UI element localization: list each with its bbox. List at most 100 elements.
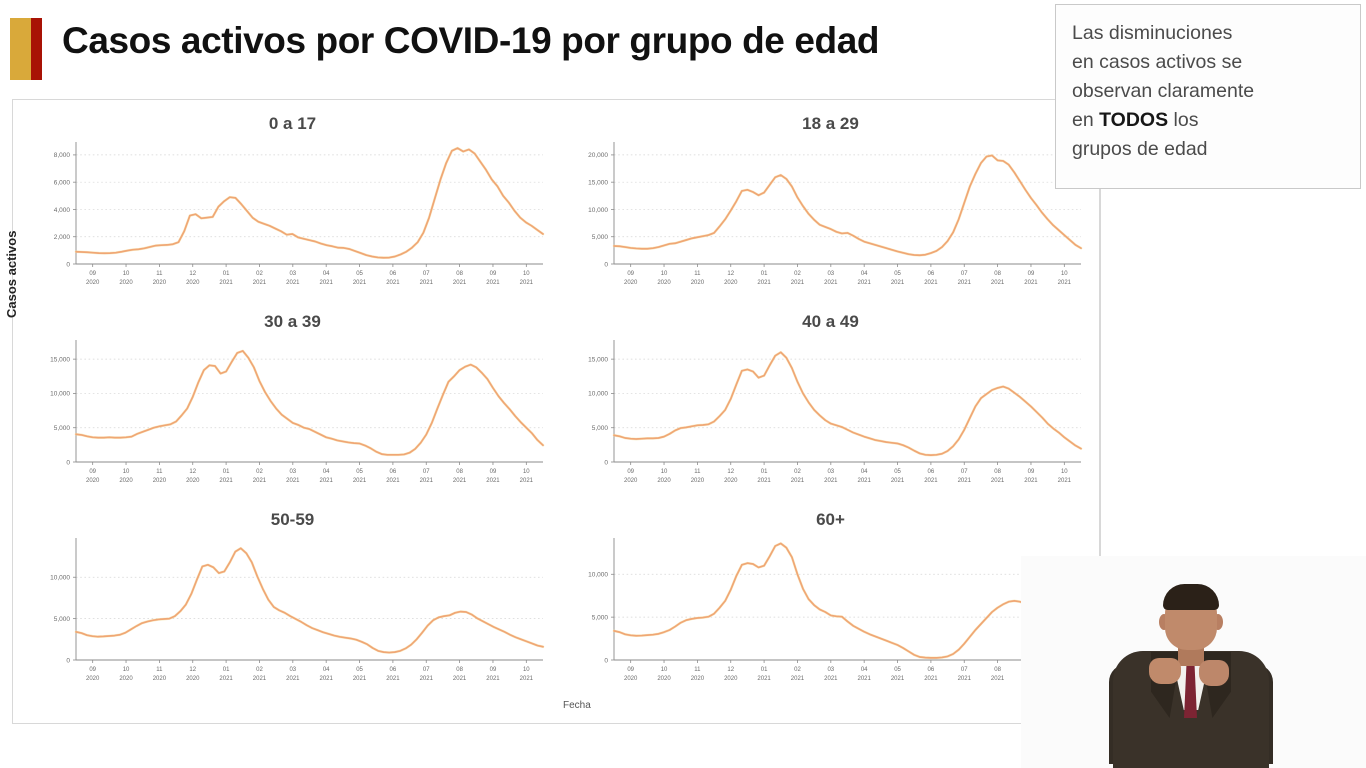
svg-text:2021: 2021 (1058, 478, 1072, 484)
svg-text:02: 02 (256, 271, 263, 277)
svg-text:2020: 2020 (624, 676, 638, 682)
svg-text:10,000: 10,000 (588, 572, 608, 579)
series-line (75, 350, 544, 456)
svg-text:2021: 2021 (520, 280, 534, 286)
svg-text:10: 10 (123, 667, 130, 673)
chart-panel-title: 18 a 29 (802, 114, 859, 133)
series-line (75, 147, 544, 259)
svg-text:09: 09 (627, 271, 634, 277)
svg-text:2021: 2021 (857, 478, 871, 484)
callout-line-4-pre: en (1072, 109, 1100, 131)
svg-text:2021: 2021 (286, 280, 300, 286)
svg-text:2021: 2021 (924, 478, 938, 484)
svg-text:2021: 2021 (453, 280, 467, 286)
svg-text:2021: 2021 (253, 478, 267, 484)
chart-panel-0-a-17: 0 a 17 0 2,000 4,000 6,000 8,000 09 2020 10 2020 1… (30, 114, 555, 296)
svg-text:2020: 2020 (186, 280, 200, 286)
svg-text:2021: 2021 (353, 676, 367, 682)
svg-text:06: 06 (928, 667, 935, 673)
callout-text: Las disminuciones en casos activos se ob… (1072, 19, 1346, 164)
svg-text:5,000: 5,000 (54, 616, 71, 623)
svg-text:2021: 2021 (791, 676, 805, 682)
svg-text:07: 07 (961, 469, 968, 475)
svg-text:09: 09 (490, 271, 497, 277)
svg-text:12: 12 (727, 667, 734, 673)
svg-text:09: 09 (89, 271, 96, 277)
svg-text:02: 02 (794, 667, 801, 673)
svg-text:10: 10 (1061, 271, 1068, 277)
svg-text:2021: 2021 (824, 280, 838, 286)
svg-text:0: 0 (66, 261, 70, 268)
interpreter-hand-right (1199, 660, 1229, 686)
series-line (613, 542, 1082, 659)
accent-bar-red-stripe (31, 18, 42, 80)
series-glow (74, 146, 545, 260)
svg-text:05: 05 (894, 667, 901, 673)
svg-text:10,000: 10,000 (588, 207, 608, 214)
svg-text:2021: 2021 (891, 478, 905, 484)
svg-text:4,000: 4,000 (54, 207, 71, 214)
callout-line-2: en casos activos se (1072, 51, 1243, 73)
svg-text:08: 08 (456, 271, 463, 277)
svg-text:10: 10 (661, 667, 668, 673)
svg-text:2021: 2021 (958, 676, 972, 682)
svg-text:01: 01 (223, 667, 230, 673)
svg-text:10,000: 10,000 (50, 575, 70, 582)
svg-text:10,000: 10,000 (588, 391, 608, 398)
svg-text:2020: 2020 (691, 280, 705, 286)
chart-plot-area: 0 5,000 10,000 15,000 09 2020 10 2020 11 2020 12 20… (30, 334, 555, 492)
chart-plot-area: 0 5,000 10,000 15,000 20,000 09 2020 10 2020 11 20… (568, 136, 1093, 294)
svg-text:2020: 2020 (186, 478, 200, 484)
svg-text:2020: 2020 (86, 478, 100, 484)
svg-text:6,000: 6,000 (54, 179, 71, 186)
svg-text:2020: 2020 (657, 478, 671, 484)
svg-text:10: 10 (1061, 469, 1068, 475)
svg-text:08: 08 (994, 271, 1001, 277)
chart-plot-area: 0 2,000 4,000 6,000 8,000 09 2020 10 2020 11 2020 1… (30, 136, 555, 294)
svg-text:01: 01 (761, 271, 768, 277)
svg-text:2021: 2021 (520, 676, 534, 682)
svg-text:02: 02 (256, 667, 263, 673)
svg-text:10: 10 (523, 667, 530, 673)
svg-text:2021: 2021 (486, 280, 500, 286)
svg-text:2020: 2020 (186, 676, 200, 682)
series-glow (612, 350, 1083, 457)
chart-panel-title: 30 a 39 (264, 312, 321, 331)
svg-text:2021: 2021 (1024, 478, 1038, 484)
svg-text:09: 09 (490, 667, 497, 673)
svg-text:04: 04 (323, 667, 330, 673)
svg-text:2020: 2020 (691, 676, 705, 682)
svg-text:0: 0 (66, 459, 70, 466)
svg-text:05: 05 (894, 271, 901, 277)
svg-text:2,000: 2,000 (54, 234, 71, 241)
interpreter-tie (1184, 656, 1197, 718)
svg-text:09: 09 (1028, 271, 1035, 277)
svg-text:2021: 2021 (219, 280, 233, 286)
svg-text:2020: 2020 (657, 280, 671, 286)
chart-plot-area: 0 5,000 10,000 09 2020 10 2020 11 2020 12 2020 01 20… (568, 532, 1093, 690)
chart-plot-area: 0 5,000 10,000 09 2020 10 2020 11 2020 12 2020 01 20… (30, 532, 555, 690)
svg-text:5,000: 5,000 (592, 614, 609, 621)
svg-text:01: 01 (223, 271, 230, 277)
interpreter-hand-left (1149, 658, 1181, 684)
svg-text:06: 06 (390, 469, 397, 475)
svg-text:2021: 2021 (791, 478, 805, 484)
svg-text:05: 05 (356, 469, 363, 475)
svg-text:09: 09 (627, 469, 634, 475)
svg-text:2021: 2021 (991, 676, 1005, 682)
svg-text:11: 11 (694, 271, 701, 277)
svg-text:2020: 2020 (691, 478, 705, 484)
svg-text:03: 03 (827, 271, 834, 277)
svg-text:12: 12 (727, 469, 734, 475)
svg-text:12: 12 (189, 469, 196, 475)
interpreter-ear-right (1213, 614, 1223, 630)
svg-text:01: 01 (761, 667, 768, 673)
chart-panel-title: 0 a 17 (268, 114, 317, 133)
series-line (75, 547, 544, 654)
svg-text:2021: 2021 (891, 676, 905, 682)
series-glow (74, 546, 545, 654)
svg-text:03: 03 (827, 469, 834, 475)
svg-text:11: 11 (156, 469, 163, 475)
svg-text:2020: 2020 (724, 478, 738, 484)
svg-text:2021: 2021 (924, 676, 938, 682)
